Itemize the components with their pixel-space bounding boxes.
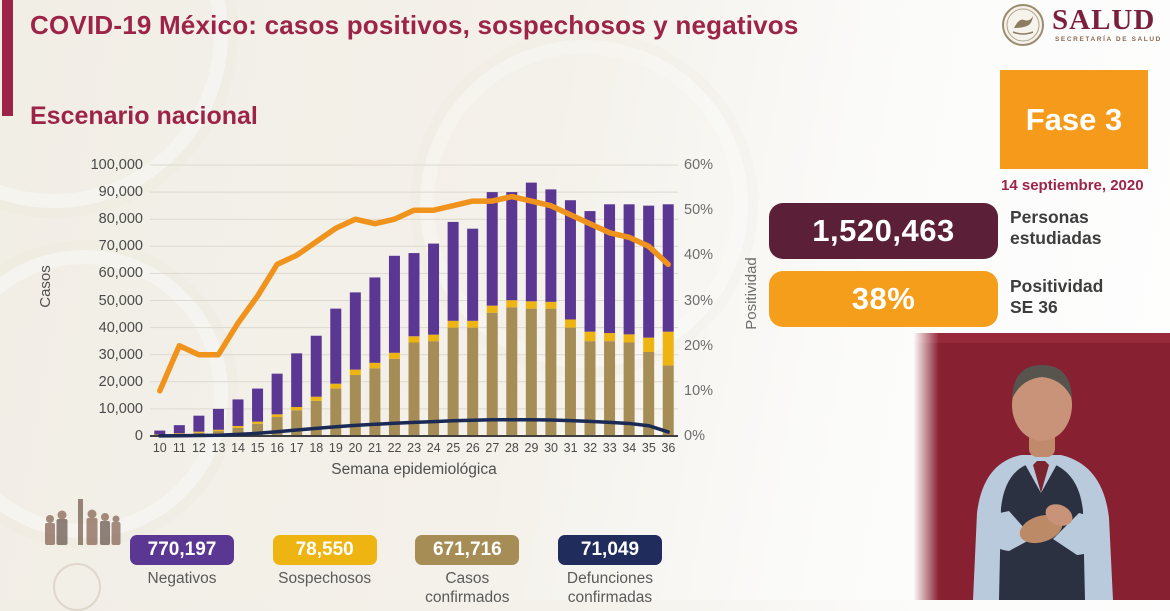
y-tick-left: 90,000 (98, 184, 143, 201)
heroes-watermark-icon (45, 499, 121, 545)
positividad-label: Positividad SE 36 (1010, 276, 1104, 317)
x-tick: 16 (270, 441, 285, 455)
interpreter-video[interactable] (913, 333, 1170, 600)
x-tick: 34 (622, 441, 637, 455)
legend-value-badge: 78,550 (272, 535, 377, 565)
personas-estudiadas-label: Personas estudiadas (1010, 207, 1102, 248)
date-label: 14 septiembre, 2020 (1001, 177, 1144, 194)
left-accent-bar (2, 0, 13, 116)
salud-logo: SALUD SECRETARÍA DE SALUD (1000, 2, 1165, 52)
y-tick-left: 20,000 (98, 373, 143, 390)
y-tick-left: 10,000 (98, 400, 143, 417)
y-tick-left: 40,000 (98, 319, 143, 336)
personas-estudiadas-value: 1,520,463 (769, 203, 998, 259)
legend-label: Negativos (147, 570, 217, 587)
y-tick-left: 100,000 (90, 157, 143, 173)
phase-badge: Fase 3 (1000, 70, 1148, 169)
x-tick: 36 (661, 441, 676, 455)
legend-item: 71,049 Defunciones confirmadas (548, 535, 672, 607)
legend-value-badge: 671,716 (415, 535, 520, 565)
y-tick-right: 40% (684, 247, 714, 264)
y-tick-right: 20% (684, 337, 714, 354)
y-tick-left: 30,000 (98, 346, 143, 363)
y-tick-left: 0 (134, 428, 143, 444)
x-tick: 33 (602, 441, 617, 455)
x-tick: 28 (504, 441, 519, 455)
interpreter-graphic (913, 333, 1170, 600)
y-axis-right-ticks: 0% 10% 20% 30% 40% 50% 60% (684, 157, 734, 444)
x-tick: 29 (524, 441, 539, 455)
legend-item: 78,550 Sospechosos (263, 535, 387, 607)
y-tick-right: 50% (684, 202, 714, 219)
section-title: Escenario nacional (30, 102, 258, 130)
y-tick-right: 60% (684, 157, 714, 173)
logo-subtext: SECRETARÍA DE SALUD (1055, 36, 1162, 43)
x-axis-title: Semana epidemiológica (331, 461, 497, 478)
x-tick: 12 (191, 441, 206, 455)
x-tick: 25 (446, 441, 461, 455)
seal-watermark (53, 563, 101, 611)
x-tick: 11 (172, 441, 186, 455)
y-tick-left: 50,000 (98, 292, 143, 309)
legend-label: Sospechosos (278, 570, 372, 587)
x-tick: 24 (426, 441, 441, 455)
x-tick: 18 (309, 441, 324, 455)
x-tick: 20 (348, 441, 363, 455)
x-tick: 10 (152, 441, 167, 455)
x-tick: 31 (563, 441, 578, 455)
legend-label: Casos confirmados (425, 570, 510, 606)
legend-value-badge: 770,197 (130, 535, 234, 565)
logo-wordmark: SALUD (1052, 4, 1156, 36)
x-tick: 13 (211, 441, 226, 455)
y-tick-left: 60,000 (98, 265, 143, 282)
x-tick: 23 (407, 441, 422, 455)
x-axis-ticks: 10 11 12 13 14 15 16 17 18 19 20 21 22 23 24 25 26 27 28 29… (150, 441, 678, 455)
y-tick-right: 30% (684, 292, 714, 309)
x-tick: 17 (289, 441, 304, 455)
legend-item: 671,716 Casos confirmados (405, 535, 529, 607)
x-tick: 35 (641, 441, 656, 455)
page-title: COVID-19 México: casos positivos, sospec… (30, 10, 799, 40)
y-tick-right: 10% (684, 382, 714, 399)
y-tick-left: 70,000 (98, 238, 143, 255)
x-tick: 14 (231, 441, 245, 455)
x-tick: 19 (328, 441, 343, 455)
legend-item: 770,197 Negativos (120, 535, 244, 607)
x-tick: 32 (583, 441, 598, 455)
legend: 770,197 Negativos 78,550 Sospechosos 671,716… (120, 535, 672, 607)
y-axis-left-ticks: 0 10,000 20,000 30,000 40,000 50,000 60,000 70,… (52, 157, 143, 444)
x-tick: 26 (465, 441, 480, 455)
positividad-value: 38% (769, 271, 998, 327)
x-tick: 27 (485, 441, 500, 455)
chart-plot (150, 164, 678, 438)
legend-value-badge: 71,049 (557, 535, 662, 565)
x-tick: 21 (368, 441, 382, 455)
x-tick: 30 (544, 441, 558, 455)
legend-label: Defunciones confirmadas (566, 570, 654, 606)
x-tick: 15 (250, 441, 265, 455)
y-tick-right: 0% (684, 428, 705, 444)
x-tick: 22 (387, 441, 402, 455)
eagle-seal-icon (1002, 4, 1044, 46)
y-tick-left: 80,000 (98, 211, 143, 228)
y-axis-title-right: Positividad (742, 257, 760, 330)
